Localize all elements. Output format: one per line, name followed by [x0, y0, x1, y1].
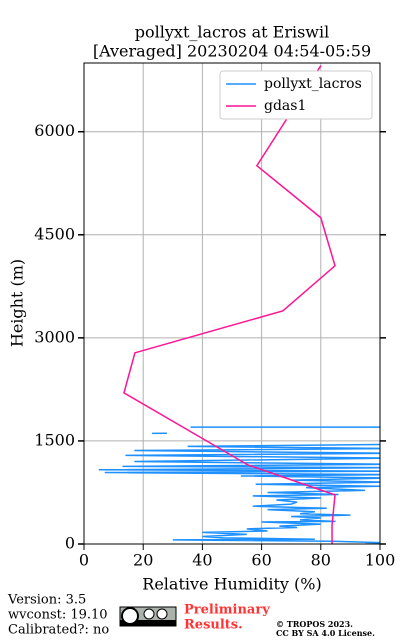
x-tick-label: 60	[251, 551, 271, 570]
y-tick-label: 6000	[34, 121, 75, 140]
annotation: wvconst: 19.10	[8, 608, 108, 623]
legend-label: pollyxt_lacros	[264, 76, 362, 92]
data-line	[98, 426, 380, 544]
annotation: Preliminary	[184, 603, 270, 618]
plot-frame	[83, 62, 381, 545]
y-axis-label: Height (m)	[8, 259, 27, 347]
annotation: Results.	[184, 618, 243, 633]
x-tick-label: 0	[79, 551, 89, 570]
legend-label: gdas1	[264, 98, 306, 114]
y-tick-label: 3000	[34, 327, 75, 346]
chart-subtitle: [Averaged] 20230204 04:54-05:59	[93, 42, 371, 61]
cc-logo	[119, 606, 177, 627]
annotation: Version: 3.5	[7, 593, 86, 608]
plot-area	[98, 65, 380, 544]
y-tick-label: 1500	[34, 430, 75, 449]
legend-box	[219, 70, 373, 120]
x-tick-label: 100	[365, 551, 396, 570]
y-tick-label: 0	[65, 534, 75, 553]
x-axis-label: Relative Humidity (%)	[142, 575, 321, 594]
x-tick-label: 20	[133, 551, 153, 570]
x-tick-label: 40	[192, 551, 212, 570]
annotation: Calibrated?: no	[8, 623, 109, 638]
data-line	[123, 65, 336, 544]
chart-title: pollyxt_lacros at Eriswil	[135, 23, 329, 42]
y-tick-label: 4500	[34, 224, 75, 243]
x-tick-label: 80	[311, 551, 331, 570]
annotation: © TROPOS 2023.	[276, 619, 353, 629]
annotation: CC BY SA 4.0 License.	[276, 628, 375, 638]
